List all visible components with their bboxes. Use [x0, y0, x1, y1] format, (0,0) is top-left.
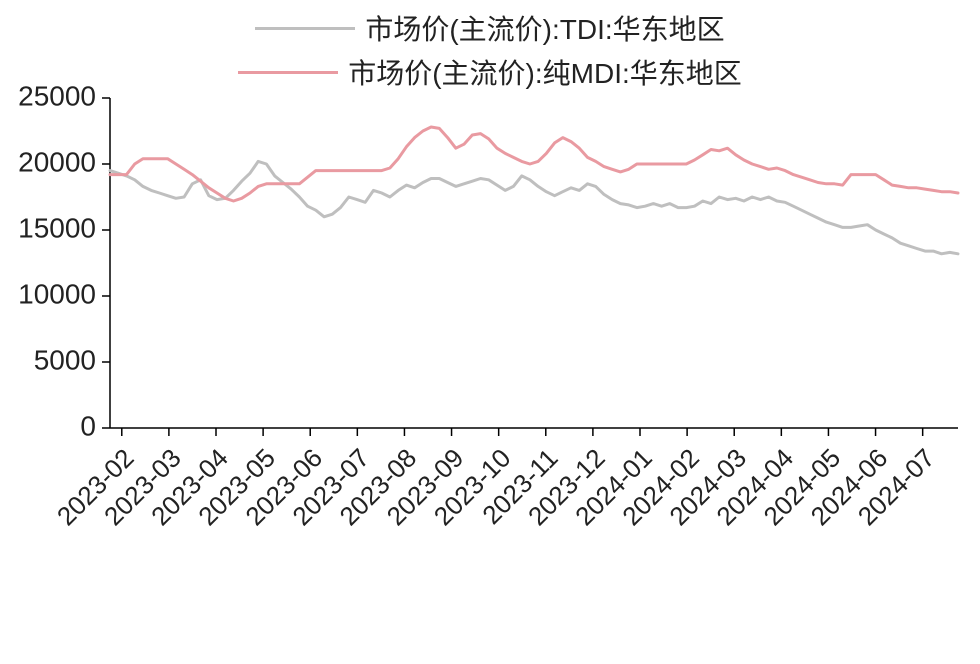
- price-line-chart: 市场价(主流价):TDI:华东地区 市场价(主流价):纯MDI:华东地区 050…: [0, 0, 980, 664]
- legend-item-mdi: 市场价(主流价):纯MDI:华东地区: [238, 52, 742, 92]
- y-tick-label: 20000: [18, 146, 96, 177]
- legend-label-mdi: 市场价(主流价):纯MDI:华东地区: [348, 52, 742, 92]
- chart-svg: 05000100001500020000250002023-022023-032…: [0, 0, 980, 664]
- y-tick-label: 15000: [18, 212, 96, 243]
- legend-label-tdi: 市场价(主流价):TDI:华东地区: [365, 8, 724, 48]
- y-tick-label: 10000: [18, 278, 96, 309]
- y-tick-label: 5000: [34, 344, 96, 375]
- y-tick-label: 0: [80, 410, 96, 441]
- legend-swatch-mdi: [238, 71, 338, 74]
- series-line-tdi: [110, 161, 958, 253]
- legend-swatch-tdi: [255, 27, 355, 30]
- series-line-mdi: [110, 127, 958, 201]
- legend-item-tdi: 市场价(主流价):TDI:华东地区: [255, 8, 724, 48]
- legend: 市场价(主流价):TDI:华东地区 市场价(主流价):纯MDI:华东地区: [0, 8, 980, 92]
